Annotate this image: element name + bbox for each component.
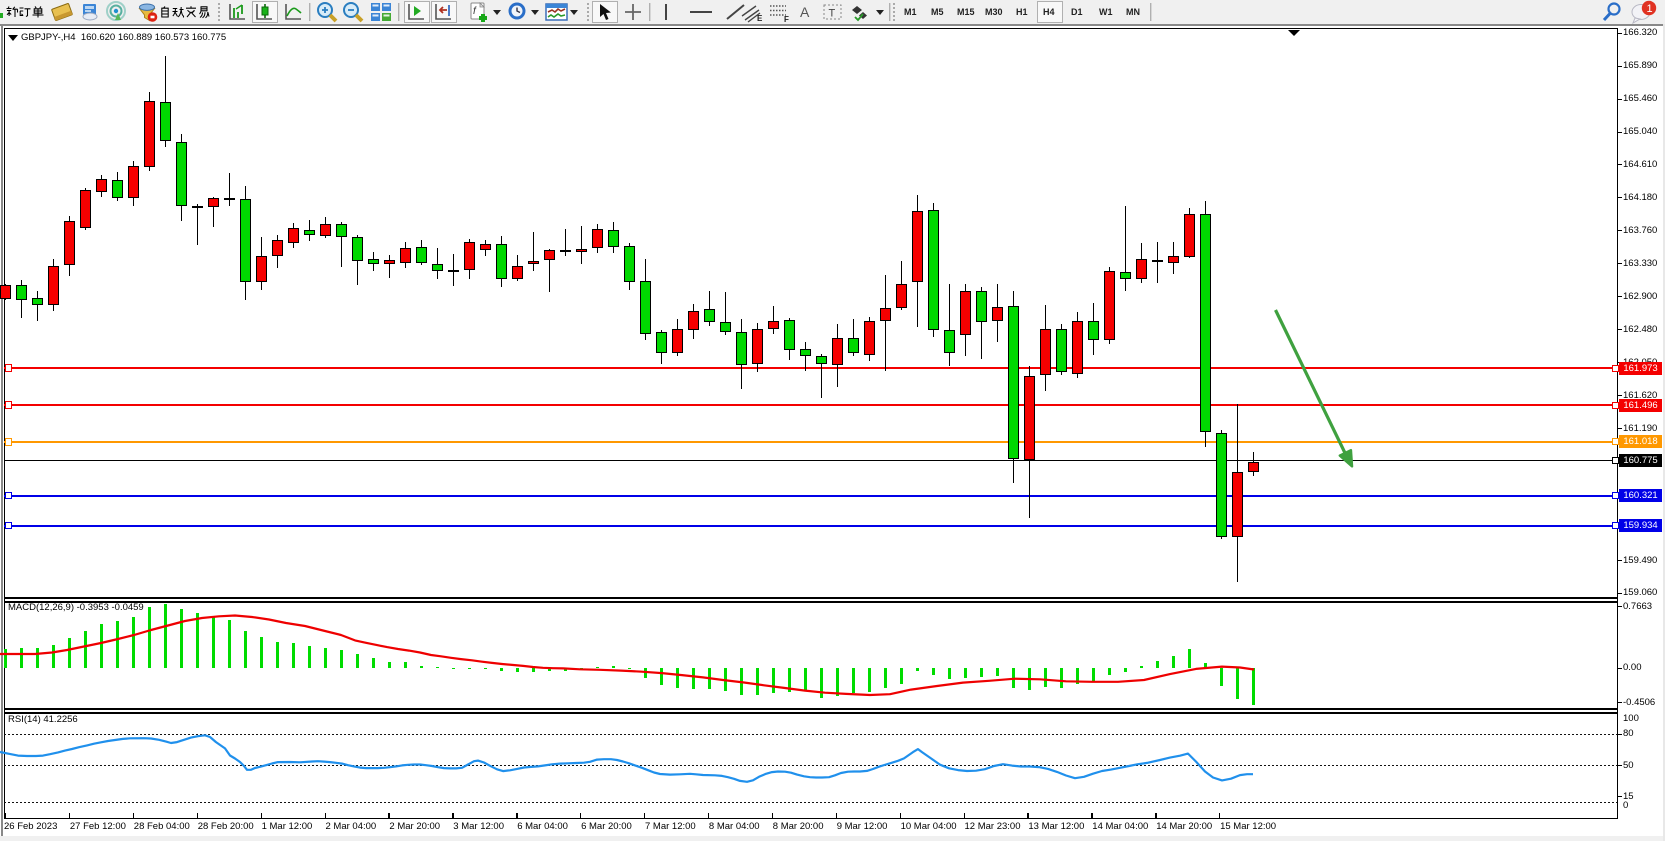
svg-text:E: E [757,14,763,23]
svg-text:1: 1 [1647,3,1653,15]
svg-text:T: T [829,8,836,20]
svg-text:A: A [800,4,810,20]
svg-text:F: F [784,15,789,24]
svg-text:f: f [473,6,477,17]
